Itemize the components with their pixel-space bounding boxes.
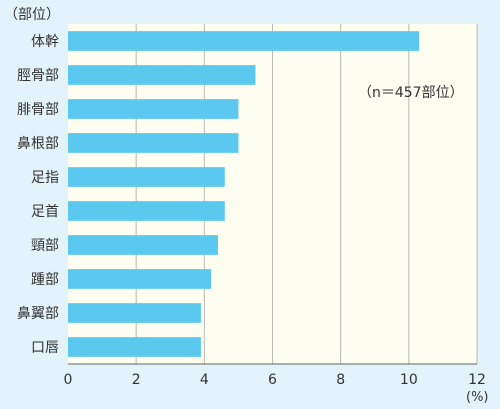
category-label: 口唇 <box>31 340 59 356</box>
x-tick-label: 0 <box>64 372 73 388</box>
x-axis-unit: (%) <box>466 390 489 405</box>
bar <box>68 269 212 289</box>
bar <box>68 235 218 255</box>
bar <box>68 201 225 221</box>
category-label: 体幹 <box>31 33 59 50</box>
x-tick-label: 10 <box>400 372 418 388</box>
category-label: 足首 <box>31 204 59 220</box>
category-label: 足指 <box>31 170 59 186</box>
bar <box>68 303 201 323</box>
bar <box>68 65 256 85</box>
bar <box>68 167 225 187</box>
x-tick-label: 8 <box>336 372 345 388</box>
category-label: 頸部 <box>31 238 59 254</box>
category-label: 踵部 <box>31 272 59 288</box>
bar <box>68 337 201 357</box>
bar <box>68 31 420 51</box>
x-tick-labels: 0 2 4 6 8 10 12 <box>64 372 486 388</box>
sample-size-annotation: （n＝457部位） <box>358 85 464 101</box>
bars <box>68 31 420 357</box>
bar <box>68 133 239 153</box>
category-label: 腓骨部 <box>17 102 59 118</box>
category-label: 鼻翼部 <box>17 305 59 322</box>
category-label: 鼻根部 <box>17 135 59 152</box>
bar <box>68 99 239 119</box>
category-label: 脛骨部 <box>17 68 59 84</box>
x-tick-label: 12 <box>468 372 486 388</box>
y-axis-label: （部位） <box>4 7 60 23</box>
x-tick-label: 6 <box>268 372 277 388</box>
x-tick-label: 2 <box>132 372 141 388</box>
x-tick-label: 4 <box>200 372 209 388</box>
